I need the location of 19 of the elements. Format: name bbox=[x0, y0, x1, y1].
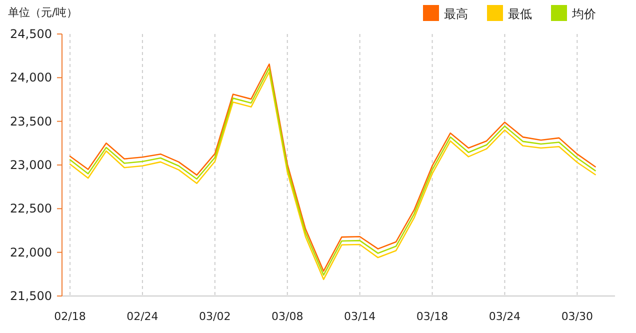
y-tick-label: 23,500 bbox=[10, 114, 52, 128]
x-tick-label: 03/02 bbox=[199, 310, 231, 323]
y-tick-label: 22,000 bbox=[10, 245, 52, 260]
y-tick-label: 21,500 bbox=[10, 289, 52, 303]
y-tick-label: 23,000 bbox=[10, 158, 52, 172]
y-tick-label: 24,500 bbox=[10, 27, 52, 41]
x-tick-label: 03/24 bbox=[488, 310, 521, 323]
y-tick-label: 24,000 bbox=[10, 70, 52, 85]
x-tick-label: 03/30 bbox=[561, 310, 594, 323]
legend-label: 均价 bbox=[571, 7, 596, 21]
x-tick-label: 02/24 bbox=[126, 310, 158, 323]
x-tick-label: 03/08 bbox=[272, 310, 304, 323]
y-axis-title: 单位（元/吨） bbox=[8, 6, 78, 19]
x-tick-label: 03/14 bbox=[344, 310, 376, 323]
x-tick-label: 02/18 bbox=[54, 310, 86, 323]
x-tick-label: 03/18 bbox=[416, 310, 448, 323]
legend-label: 最低 bbox=[508, 7, 532, 21]
y-tick-label: 22,500 bbox=[10, 202, 52, 216]
legend-label: 最高 bbox=[444, 7, 468, 21]
